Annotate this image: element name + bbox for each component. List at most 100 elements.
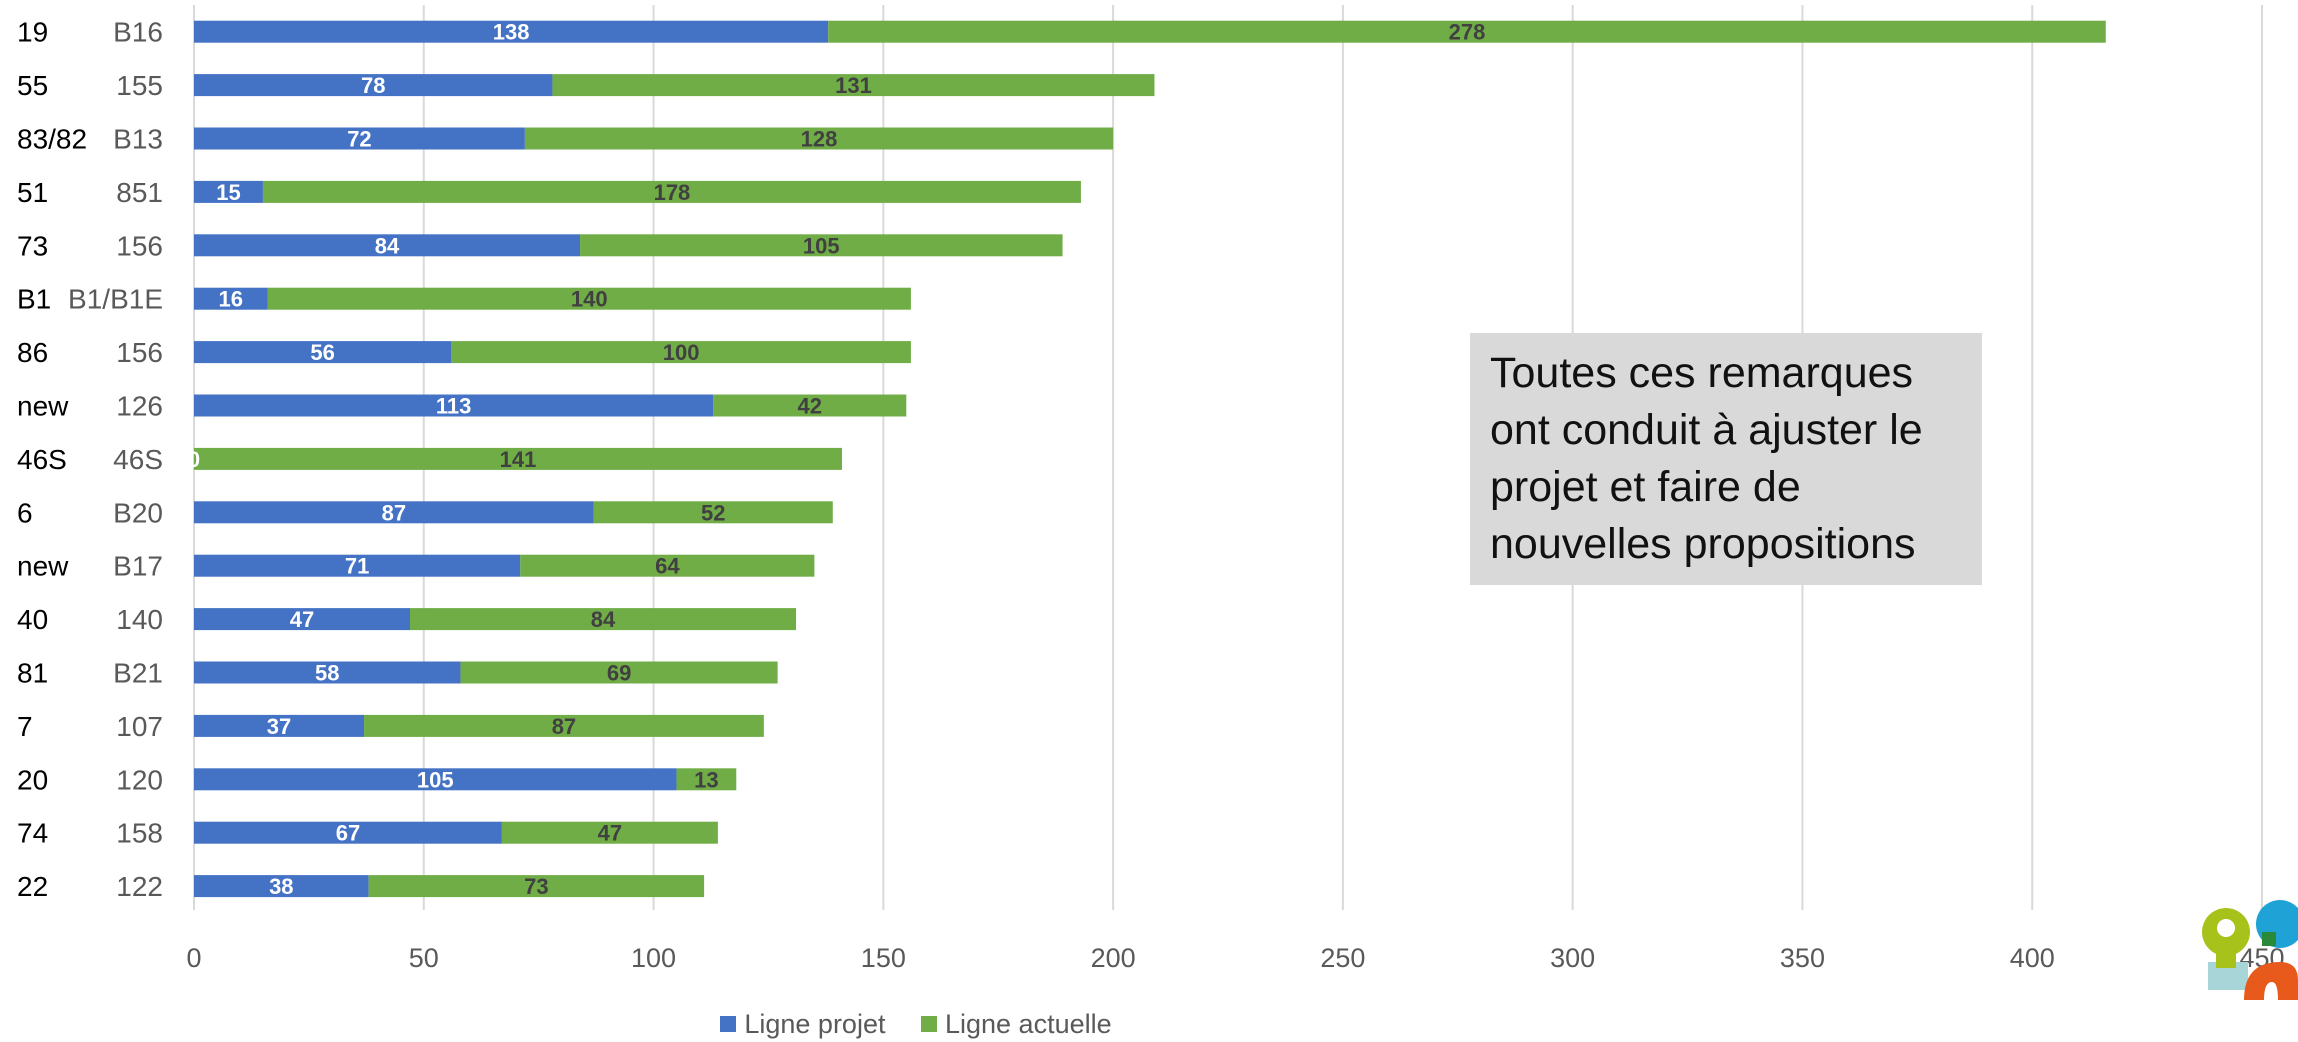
bar-segment-projet: [194, 20, 829, 43]
category-route-label: new: [17, 391, 69, 422]
x-tick-label: 0: [186, 943, 201, 973]
bar-segment-projet: [194, 714, 365, 737]
legend: Ligne projet Ligne actuelle: [0, 1008, 1832, 1040]
bar-segment-actuelle: [409, 608, 797, 631]
category-route-label: 46S: [17, 444, 67, 475]
data-label-projet: 87: [382, 500, 406, 525]
category-line-label: 126: [116, 391, 163, 422]
data-label-actuelle: 141: [500, 447, 537, 472]
category-line-label: B21: [113, 658, 163, 689]
data-label-projet: 16: [219, 287, 243, 312]
category-route-label: 55: [17, 70, 48, 101]
bar-segment-actuelle: [460, 661, 778, 684]
gridlines: [193, 5, 2263, 910]
bar-segment-projet: [194, 341, 452, 364]
bar-segment-actuelle: [552, 74, 1155, 97]
data-label-projet: 56: [310, 340, 334, 365]
x-tick-label: 50: [409, 943, 439, 973]
data-label-projet: 72: [347, 127, 371, 152]
x-tick-label: 400: [2010, 943, 2055, 973]
category-line-label: B20: [113, 497, 163, 528]
x-tick-label: 150: [861, 943, 906, 973]
x-tick-label: 100: [631, 943, 676, 973]
bar-segment-actuelle: [451, 341, 911, 364]
data-label-projet: 67: [336, 821, 360, 846]
data-label-actuelle: 131: [835, 73, 872, 98]
data-label-actuelle: 69: [607, 661, 631, 686]
category-route-label: 6: [17, 497, 33, 528]
bar-segment-actuelle: [194, 447, 842, 470]
category-route-label: 51: [17, 177, 48, 208]
data-label-actuelle: 140: [571, 287, 608, 312]
bar-segment-actuelle: [580, 234, 1063, 257]
bar-segment-projet: [194, 127, 525, 150]
category-line-label: 120: [116, 764, 163, 795]
callout-box: Toutes ces remarques ont conduit à ajust…: [1470, 333, 1982, 585]
bar-segment-actuelle: [828, 20, 2106, 43]
data-label-actuelle: 278: [1449, 20, 1486, 45]
bar-segment-projet: [194, 287, 268, 310]
data-label-projet: 0: [188, 447, 200, 472]
category-line-label: 46S: [113, 444, 163, 475]
bar-segment-projet: [194, 501, 594, 524]
legend-swatch-actuelle: [920, 1016, 937, 1032]
bar-segment-actuelle: [368, 875, 705, 898]
x-tick-label: 350: [1780, 943, 1825, 973]
category-line-label: B16: [113, 17, 163, 48]
bar-segment-projet: [194, 234, 581, 257]
category-route-label: 73: [17, 230, 48, 261]
bar-segment-actuelle: [501, 821, 718, 844]
data-label-actuelle: 73: [524, 874, 548, 899]
category-route-label: 19: [17, 17, 48, 48]
bar-segment-actuelle: [676, 768, 737, 791]
category-labels: 19 B16 55 155 83/82 B13 51 851 73 156 B1 B1/B1E 86 15…: [17, 17, 163, 902]
category-line-label: 156: [116, 337, 163, 368]
bar-segment-actuelle: [520, 554, 815, 577]
bar-segment-actuelle: [713, 394, 907, 417]
x-tick-label: 200: [1091, 943, 1136, 973]
bar-segment-projet: [194, 768, 677, 791]
category-route-label: 22: [17, 871, 48, 902]
bar-segment-projet: [194, 661, 461, 684]
bar-segment-projet: [194, 875, 369, 898]
bar-segment-actuelle: [267, 287, 911, 310]
data-label-actuelle: 84: [591, 607, 616, 632]
data-label-projet: 47: [290, 607, 314, 632]
category-line-label: 158: [116, 818, 163, 849]
category-route-label: 86: [17, 337, 48, 368]
category-line-label: 851: [116, 177, 163, 208]
bar-segment-projet: [194, 821, 502, 844]
category-route-label: 20: [17, 764, 48, 795]
legend-label-projet: Ligne projet: [744, 1008, 886, 1039]
brand-logo-icon: [2202, 900, 2298, 1000]
category-route-label: 74: [17, 818, 48, 849]
data-label-actuelle: 128: [801, 127, 838, 152]
data-label-projet: 15: [216, 180, 240, 205]
data-label-actuelle: 87: [552, 714, 576, 739]
category-line-label: 122: [116, 871, 163, 902]
x-tick-label: 250: [1320, 943, 1365, 973]
legend-label-actuelle: Ligne actuelle: [944, 1008, 1112, 1039]
data-label-projet: 78: [361, 73, 385, 98]
data-label-actuelle: 52: [701, 500, 725, 525]
category-line-label: B13: [113, 124, 163, 155]
legend-item-projet: Ligne projet: [720, 1009, 885, 1040]
category-route-label: 7: [17, 711, 33, 742]
data-label-actuelle: 13: [694, 767, 718, 792]
data-labels: 138 278 78 131 72 128 15 178 84 105 16 140 56 100 113 4…: [188, 20, 1485, 899]
data-label-actuelle: 64: [655, 554, 680, 579]
bar-segment-actuelle: [593, 501, 833, 524]
legend-swatch-projet: [720, 1016, 737, 1032]
x-axis-ticks: 0 50 100 150 200 250 300 350 400 450: [186, 943, 2284, 973]
data-label-projet: 38: [269, 874, 293, 899]
category-route-label: 40: [17, 604, 48, 635]
data-label-actuelle: 42: [798, 394, 822, 419]
x-tick-label: 300: [1550, 943, 1595, 973]
bars: [194, 20, 2106, 898]
data-label-actuelle: 105: [803, 233, 840, 258]
bar-segment-projet: [194, 180, 263, 203]
data-label-projet: 37: [267, 714, 291, 739]
data-label-projet: 105: [417, 767, 454, 792]
bar-segment-actuelle: [262, 180, 1081, 203]
